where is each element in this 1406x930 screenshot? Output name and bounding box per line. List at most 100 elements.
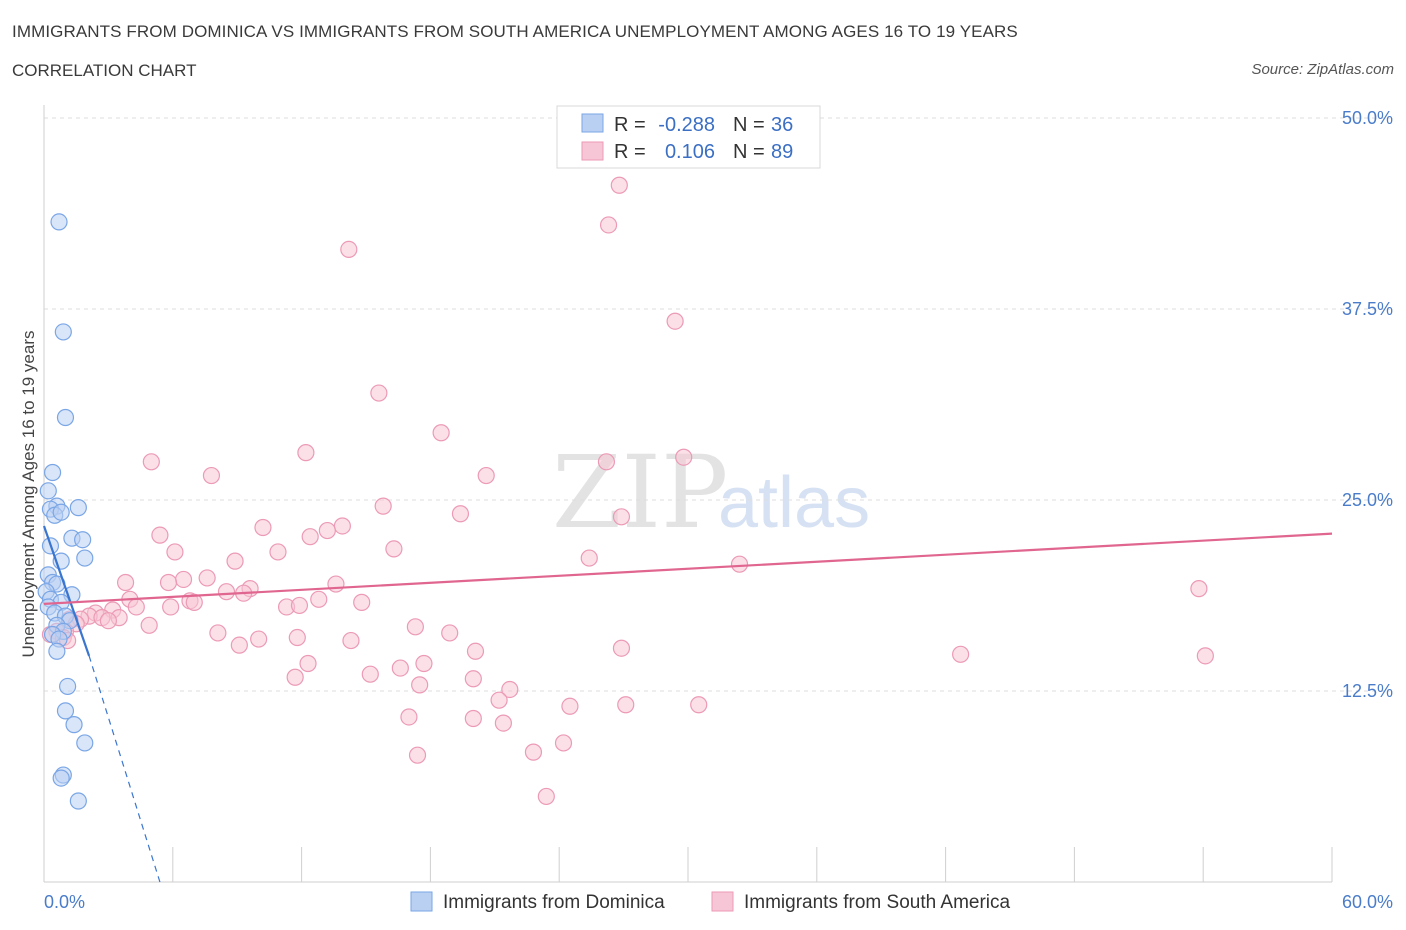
point-south-america	[400, 708, 418, 726]
chart-title: IMMIGRANTS FROM DOMINICA VS IMMIGRANTS F…	[12, 22, 1018, 41]
point-south-america	[140, 616, 158, 634]
legend-r-value-dominica: -0.288	[658, 114, 715, 136]
point-dominica	[52, 769, 70, 787]
point-south-america	[142, 453, 160, 471]
point-south-america	[675, 448, 693, 466]
trend-lines	[42, 525, 1333, 883]
point-south-america	[561, 697, 579, 715]
point-south-america	[494, 714, 512, 732]
point-south-america	[477, 466, 495, 485]
correlation-legend: R = -0.288 N = 36 R = 0.106 N = 89	[556, 105, 821, 169]
x-tick-label-min: 0.0%	[44, 892, 85, 912]
point-south-america	[254, 518, 272, 537]
point-south-america	[230, 636, 248, 654]
point-south-america	[340, 240, 358, 259]
y-tick-label: 50.0%	[1342, 108, 1393, 128]
point-south-america	[464, 670, 482, 688]
y-tick-label: 12.5%	[1342, 681, 1393, 701]
point-south-america	[290, 596, 309, 615]
point-south-america	[432, 424, 450, 442]
point-south-america	[391, 659, 409, 677]
bottom-legend-swatch-dominica	[410, 891, 433, 912]
point-south-america	[327, 575, 345, 593]
point-south-america	[537, 787, 555, 806]
point-south-america	[501, 680, 519, 699]
point-dominica	[74, 531, 92, 549]
point-south-america	[310, 590, 328, 608]
point-south-america	[116, 573, 135, 592]
point-south-america	[385, 540, 403, 558]
legend-n-value-dominica: 36	[771, 114, 793, 136]
point-south-america	[952, 645, 970, 663]
trend-line-dominica-extrapolated	[88, 655, 161, 883]
point-south-america	[217, 583, 236, 601]
point-south-america	[1196, 647, 1214, 665]
point-south-america	[1190, 580, 1208, 598]
point-dominica	[56, 408, 75, 427]
y-tick-labels: 12.5% 25.0% 37.5% 50.0%	[1342, 108, 1393, 701]
point-south-america	[612, 639, 631, 657]
point-south-america	[451, 505, 470, 523]
point-south-america	[198, 569, 216, 587]
point-south-america	[333, 517, 351, 535]
point-south-america	[597, 453, 616, 471]
point-south-america	[301, 528, 319, 546]
point-south-america	[612, 508, 631, 526]
point-south-america	[370, 384, 388, 402]
point-south-america	[599, 216, 618, 234]
bottom-legend-label-dominica: Immigrants from Dominica	[443, 892, 665, 913]
trend-line-dominica	[42, 525, 91, 657]
point-dominica	[69, 792, 87, 810]
point-south-america	[127, 598, 145, 616]
legend-r-label-dominica: R =	[614, 114, 646, 136]
y-tick-label: 37.5%	[1342, 299, 1393, 319]
legend-r-value-south-america: 0.106	[665, 141, 715, 163]
point-south-america	[151, 526, 169, 544]
point-south-america	[415, 654, 433, 673]
point-south-america	[353, 593, 371, 611]
point-south-america	[318, 521, 336, 540]
grid-lines	[44, 117, 1390, 692]
point-south-america	[250, 630, 268, 648]
point-south-america	[580, 549, 598, 567]
watermark-zip: ZIP	[552, 434, 728, 551]
bottom-legend-label-south-america: Immigrants from South America	[744, 892, 1011, 913]
point-south-america	[408, 746, 427, 764]
point-south-america	[466, 642, 485, 660]
point-south-america	[159, 573, 178, 592]
point-south-america	[524, 743, 543, 761]
point-dominica	[69, 499, 87, 517]
point-dominica	[56, 702, 75, 720]
point-south-america	[490, 691, 508, 709]
legend-r-label-south-america: R =	[614, 141, 646, 163]
point-dominica	[59, 677, 77, 696]
series-legend: Immigrants from Dominica Immigrants from…	[410, 891, 1011, 913]
point-south-america	[617, 696, 635, 714]
point-south-america	[361, 665, 379, 683]
point-south-america	[286, 668, 304, 686]
legend-swatch-dominica	[581, 113, 604, 133]
point-dominica	[43, 463, 62, 482]
trend-line-south-america	[43, 532, 1333, 606]
point-south-america	[99, 612, 118, 630]
point-south-america	[174, 570, 193, 589]
point-south-america	[288, 628, 306, 647]
point-south-america	[202, 466, 221, 485]
chart-subtitle: CORRELATION CHART	[12, 61, 197, 80]
point-south-america	[209, 624, 227, 642]
x-tick-marks	[172, 847, 1333, 882]
point-dominica	[54, 323, 72, 341]
point-south-america	[730, 555, 749, 573]
point-south-america	[666, 312, 684, 330]
point-dominica	[76, 549, 94, 567]
point-south-america	[411, 676, 429, 694]
point-south-america	[299, 654, 317, 673]
point-south-america	[162, 598, 180, 616]
point-dominica	[48, 642, 66, 660]
point-south-america	[374, 497, 392, 515]
legend-swatch-south-america	[581, 141, 604, 161]
legend-n-label-dominica: N =	[733, 114, 765, 136]
legend-n-value-south-america: 89	[771, 141, 793, 163]
point-south-america	[342, 631, 360, 650]
bottom-legend-swatch-south-america	[711, 891, 734, 912]
